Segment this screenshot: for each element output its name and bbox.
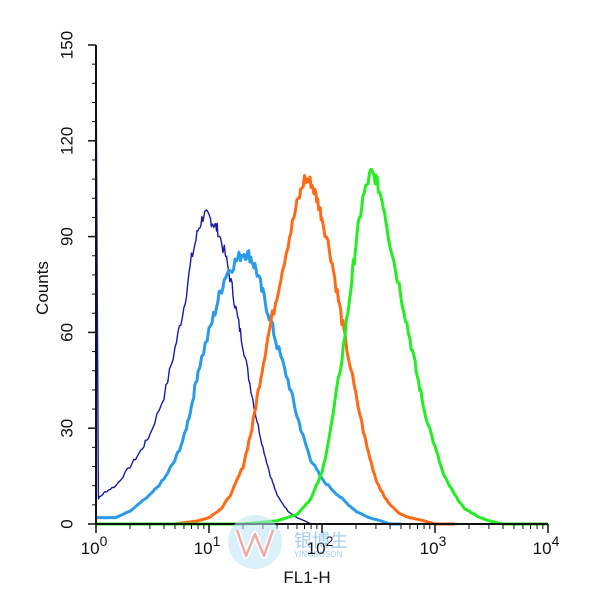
y-tick-label: 120 [57, 127, 76, 155]
y-tick-label: 60 [57, 323, 76, 342]
y-tick-label: 150 [57, 31, 76, 59]
watermark-text-en: YINGBOSON [293, 550, 342, 559]
series-layer [95, 61, 548, 526]
x-axis-title: FL1-H [283, 568, 330, 587]
y-tick-label: 30 [57, 419, 76, 438]
y-axis-title: Counts [33, 261, 52, 315]
watermark-text-cn: 银博生 [294, 531, 348, 552]
y-tick-label: 90 [57, 227, 76, 246]
watermark-icon [228, 515, 282, 569]
x-tick-label: 100 [81, 533, 108, 558]
y-tick-label: 0 [57, 519, 76, 528]
x-tick-label: 101 [194, 533, 221, 558]
watermark-logo: 银博生 YINGBOSON [228, 515, 348, 569]
series-line-4 [96, 168, 548, 526]
series-line-3 [174, 174, 455, 526]
axes-layer [95, 45, 548, 525]
x-tick-label: 104 [533, 533, 560, 558]
x-tick-label: 103 [420, 533, 447, 558]
series-line-2 [95, 249, 401, 526]
